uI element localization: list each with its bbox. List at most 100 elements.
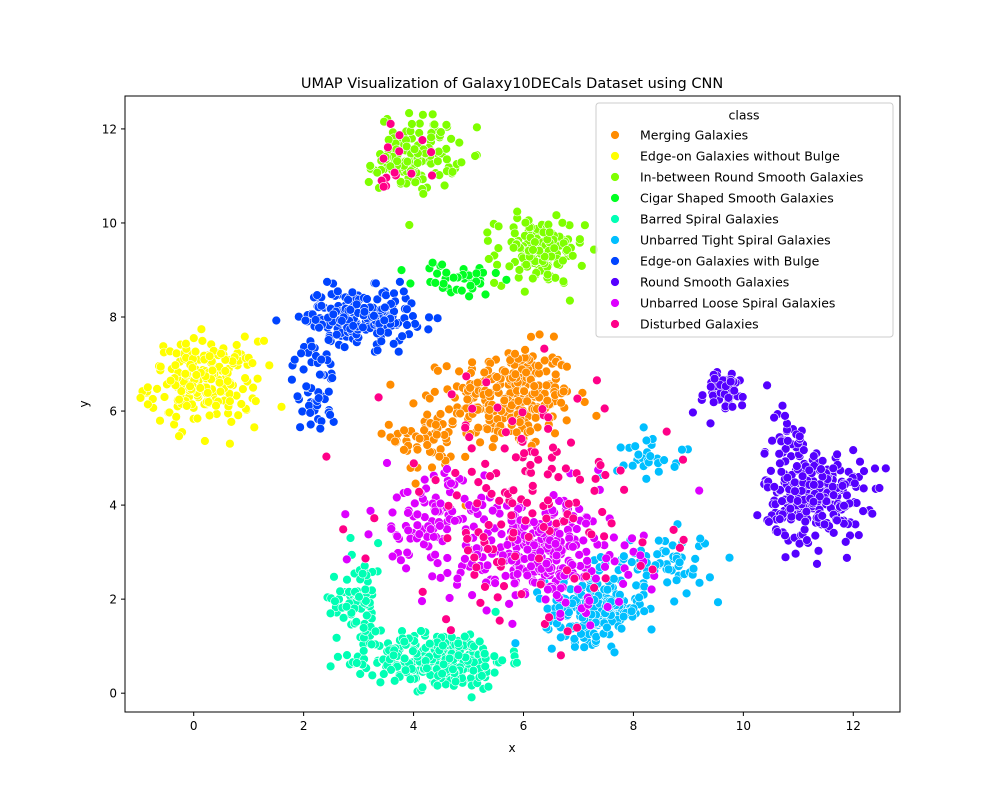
data-point bbox=[569, 634, 580, 644]
legend-marker bbox=[610, 172, 620, 182]
data-point bbox=[797, 471, 808, 481]
data-point bbox=[858, 506, 868, 516]
y-tick-label: 0 bbox=[109, 687, 117, 701]
data-point bbox=[565, 295, 575, 306]
data-point bbox=[447, 167, 458, 177]
data-point bbox=[383, 142, 393, 153]
data-point bbox=[775, 514, 785, 524]
data-point bbox=[292, 391, 303, 401]
data-point bbox=[827, 482, 838, 492]
data-point bbox=[647, 564, 658, 575]
data-point bbox=[510, 349, 520, 359]
data-point bbox=[465, 281, 476, 291]
data-point bbox=[240, 331, 250, 342]
data-point bbox=[215, 386, 226, 397]
data-point bbox=[373, 538, 383, 548]
data-point bbox=[402, 156, 413, 167]
data-point bbox=[705, 572, 715, 582]
data-point bbox=[501, 275, 512, 285]
data-point bbox=[530, 447, 540, 457]
x-tick-label: 10 bbox=[736, 719, 751, 733]
data-point bbox=[392, 531, 402, 541]
data-point bbox=[450, 468, 460, 478]
data-point bbox=[654, 535, 664, 546]
data-point bbox=[529, 381, 539, 391]
data-point bbox=[540, 619, 550, 629]
x-axis-label: x bbox=[508, 741, 515, 755]
data-point bbox=[396, 555, 406, 565]
data-point bbox=[191, 370, 202, 380]
data-point bbox=[540, 594, 551, 605]
data-point bbox=[467, 357, 477, 368]
data-point bbox=[386, 524, 396, 534]
data-point bbox=[240, 373, 250, 383]
data-point bbox=[325, 661, 336, 671]
data-point bbox=[433, 366, 443, 376]
data-point bbox=[725, 377, 736, 387]
data-point bbox=[543, 412, 553, 422]
data-point bbox=[225, 396, 235, 406]
data-point bbox=[323, 335, 334, 345]
data-point bbox=[541, 513, 552, 524]
data-point bbox=[493, 243, 504, 253]
data-point bbox=[412, 509, 423, 520]
data-point bbox=[471, 562, 482, 572]
data-point bbox=[359, 623, 369, 633]
data-point bbox=[659, 455, 669, 465]
data-point bbox=[762, 380, 772, 391]
data-point bbox=[453, 650, 464, 661]
data-point bbox=[437, 668, 447, 679]
data-point bbox=[858, 483, 869, 494]
data-point bbox=[414, 529, 424, 539]
data-point bbox=[426, 147, 436, 157]
data-point bbox=[248, 382, 258, 393]
data-point bbox=[322, 277, 332, 287]
data-point bbox=[296, 348, 306, 358]
data-point bbox=[497, 655, 507, 665]
data-point bbox=[376, 336, 386, 346]
data-point bbox=[155, 416, 165, 426]
data-point bbox=[507, 400, 517, 410]
data-point bbox=[652, 549, 662, 559]
data-point bbox=[810, 530, 820, 541]
data-point bbox=[493, 592, 503, 602]
x-axis-ticks: 0 2 4 6 8 10 12 bbox=[190, 712, 861, 733]
data-point bbox=[635, 561, 646, 571]
data-point bbox=[539, 251, 550, 262]
data-point bbox=[480, 582, 490, 592]
data-point bbox=[481, 377, 491, 387]
data-point bbox=[475, 437, 485, 447]
data-point bbox=[402, 547, 412, 558]
data-point bbox=[425, 638, 435, 649]
data-point bbox=[459, 494, 470, 504]
data-point bbox=[579, 642, 589, 652]
y-axis-label: y bbox=[77, 400, 91, 407]
data-point bbox=[410, 478, 421, 489]
data-point bbox=[560, 597, 571, 608]
data-point bbox=[618, 611, 629, 622]
data-point bbox=[533, 361, 544, 371]
data-point bbox=[489, 434, 499, 444]
data-point bbox=[558, 386, 569, 397]
data-point bbox=[464, 432, 474, 442]
data-point bbox=[639, 606, 649, 616]
data-point bbox=[444, 593, 455, 603]
data-point bbox=[164, 407, 175, 418]
data-point bbox=[522, 570, 532, 581]
data-point bbox=[688, 563, 699, 574]
data-point bbox=[399, 636, 409, 647]
data-point bbox=[549, 331, 559, 342]
data-point bbox=[335, 586, 345, 596]
data-point bbox=[332, 329, 342, 340]
data-point bbox=[475, 598, 486, 608]
data-point bbox=[359, 307, 370, 317]
data-point bbox=[766, 466, 776, 476]
data-point bbox=[491, 268, 501, 278]
data-point bbox=[504, 261, 515, 271]
data-point bbox=[406, 168, 417, 179]
data-point bbox=[379, 182, 389, 192]
data-point bbox=[427, 571, 437, 581]
data-point bbox=[389, 288, 399, 299]
legend-marker bbox=[610, 277, 620, 287]
